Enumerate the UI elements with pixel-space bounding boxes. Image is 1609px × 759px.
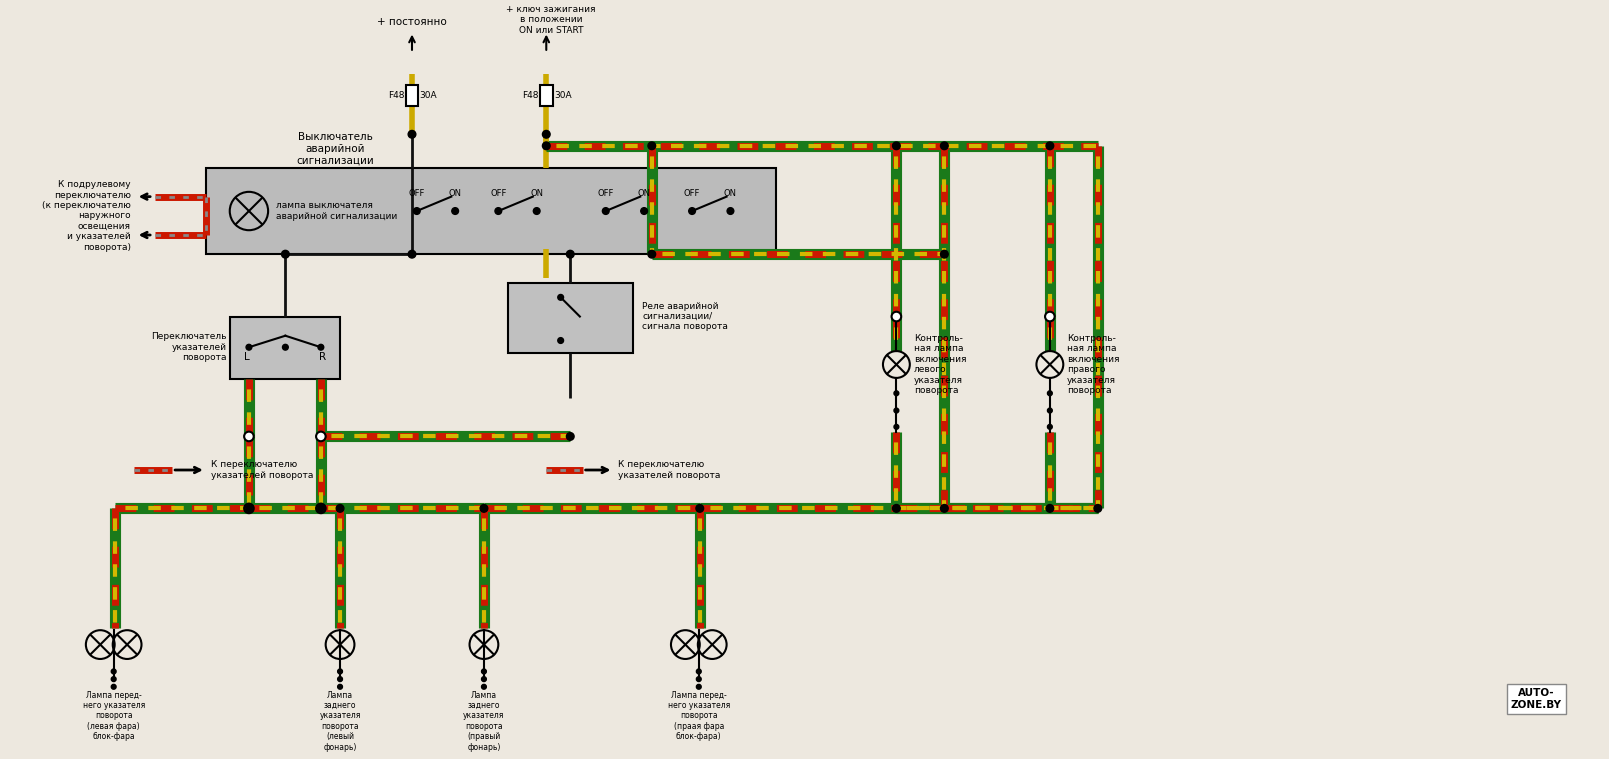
Circle shape xyxy=(648,142,655,150)
Circle shape xyxy=(245,503,254,513)
Circle shape xyxy=(245,432,254,441)
Circle shape xyxy=(338,677,343,682)
Circle shape xyxy=(542,131,550,138)
Circle shape xyxy=(317,505,325,512)
Text: Реле аварийной
сигнализации/
сигнала поворота: Реле аварийной сигнализации/ сигнала пов… xyxy=(642,301,729,332)
Circle shape xyxy=(481,677,486,682)
Text: ON: ON xyxy=(449,189,462,198)
Circle shape xyxy=(566,433,574,440)
Text: К подрулевому
переключателю
(к переключателю
наружного
освещения
и указателей
по: К подрулевому переключателю (к переключа… xyxy=(42,180,130,251)
Circle shape xyxy=(893,142,899,150)
Circle shape xyxy=(895,424,899,430)
Text: + постоянно: + постоянно xyxy=(377,17,447,27)
Circle shape xyxy=(245,505,253,512)
Circle shape xyxy=(1047,391,1052,395)
Circle shape xyxy=(315,432,325,441)
Circle shape xyxy=(566,250,574,258)
Circle shape xyxy=(697,685,702,689)
Text: ON: ON xyxy=(637,189,650,198)
Circle shape xyxy=(697,505,703,512)
Text: К переключателю
указателей поворота: К переключателю указателей поворота xyxy=(211,460,312,480)
Text: F48: F48 xyxy=(388,91,404,100)
Bar xyxy=(508,283,632,353)
Circle shape xyxy=(319,345,323,350)
Circle shape xyxy=(542,142,550,150)
Text: Контроль-
ная лампа
включения
правого
указателя
поворота: Контроль- ная лампа включения правого ук… xyxy=(1067,334,1120,395)
Text: OFF: OFF xyxy=(684,189,700,198)
Circle shape xyxy=(697,669,702,674)
Text: R: R xyxy=(319,352,327,362)
Circle shape xyxy=(648,250,655,258)
Text: F48: F48 xyxy=(521,91,539,100)
Circle shape xyxy=(558,294,563,301)
Circle shape xyxy=(891,312,901,321)
Circle shape xyxy=(640,208,647,214)
Circle shape xyxy=(481,669,486,674)
Circle shape xyxy=(111,685,116,689)
Bar xyxy=(541,85,552,106)
Text: ON: ON xyxy=(531,189,544,198)
Circle shape xyxy=(1094,505,1102,512)
Text: OFF: OFF xyxy=(409,189,425,198)
Circle shape xyxy=(895,391,899,395)
Circle shape xyxy=(111,677,116,682)
Bar xyxy=(230,317,339,379)
Circle shape xyxy=(409,250,415,258)
Circle shape xyxy=(1046,505,1054,512)
Circle shape xyxy=(1047,424,1052,430)
Text: OFF: OFF xyxy=(491,189,507,198)
Text: лампа выключателя
аварийной сигнализации: лампа выключателя аварийной сигнализации xyxy=(275,201,397,221)
Text: AUTO-
ZONE.BY: AUTO- ZONE.BY xyxy=(1511,688,1562,710)
Circle shape xyxy=(282,250,290,258)
Bar xyxy=(405,85,418,106)
Text: + ключ зажигания
в положении
ON или START: + ключ зажигания в положении ON или STAR… xyxy=(507,5,595,35)
Text: L: L xyxy=(245,352,249,362)
Circle shape xyxy=(246,345,253,350)
Text: 30A: 30A xyxy=(553,91,571,100)
Circle shape xyxy=(496,208,502,214)
Circle shape xyxy=(1047,408,1052,413)
Circle shape xyxy=(893,505,899,512)
Circle shape xyxy=(481,685,486,689)
Circle shape xyxy=(558,338,563,343)
Circle shape xyxy=(941,142,948,150)
Circle shape xyxy=(941,505,948,512)
Bar xyxy=(206,168,777,254)
Circle shape xyxy=(111,669,116,674)
Text: Лампа перед-
него указателя
поворота
(левая фара)
блок-фара: Лампа перед- него указателя поворота (ле… xyxy=(82,691,145,742)
Text: OFF: OFF xyxy=(597,189,615,198)
Circle shape xyxy=(283,345,288,350)
Circle shape xyxy=(941,250,948,258)
Circle shape xyxy=(1046,142,1054,150)
Text: Лампа
заднего
указателя
поворота
(правый
фонарь): Лампа заднего указателя поворота (правый… xyxy=(463,691,505,751)
Circle shape xyxy=(338,669,343,674)
Circle shape xyxy=(315,503,325,513)
Circle shape xyxy=(1046,312,1054,321)
Circle shape xyxy=(336,505,344,512)
Circle shape xyxy=(479,505,488,512)
Circle shape xyxy=(414,208,420,214)
Circle shape xyxy=(727,208,734,214)
Text: Лампа
заднего
указателя
поворота
(левый
фонарь): Лампа заднего указателя поворота (левый … xyxy=(319,691,360,751)
Text: Переключатель
указателей
поворота: Переключатель указателей поворота xyxy=(151,332,227,362)
Circle shape xyxy=(338,685,343,689)
Circle shape xyxy=(409,131,415,138)
Text: ON: ON xyxy=(724,189,737,198)
Text: К переключателю
указателей поворота: К переключателю указателей поворота xyxy=(618,460,721,480)
Circle shape xyxy=(689,208,695,214)
Circle shape xyxy=(533,208,541,214)
Circle shape xyxy=(602,208,610,214)
Text: Лампа перед-
него указателя
поворота
(праая фара
блок-фара): Лампа перед- него указателя поворота (пр… xyxy=(668,691,730,742)
Circle shape xyxy=(697,677,702,682)
Text: Выключатель
аварийной
сигнализации: Выключатель аварийной сигнализации xyxy=(296,132,375,165)
Text: 30A: 30A xyxy=(420,91,438,100)
Text: Контроль-
ная лампа
включения
левого
указателя
поворота: Контроль- ная лампа включения левого ука… xyxy=(914,334,965,395)
Circle shape xyxy=(452,208,459,214)
Circle shape xyxy=(895,408,899,413)
